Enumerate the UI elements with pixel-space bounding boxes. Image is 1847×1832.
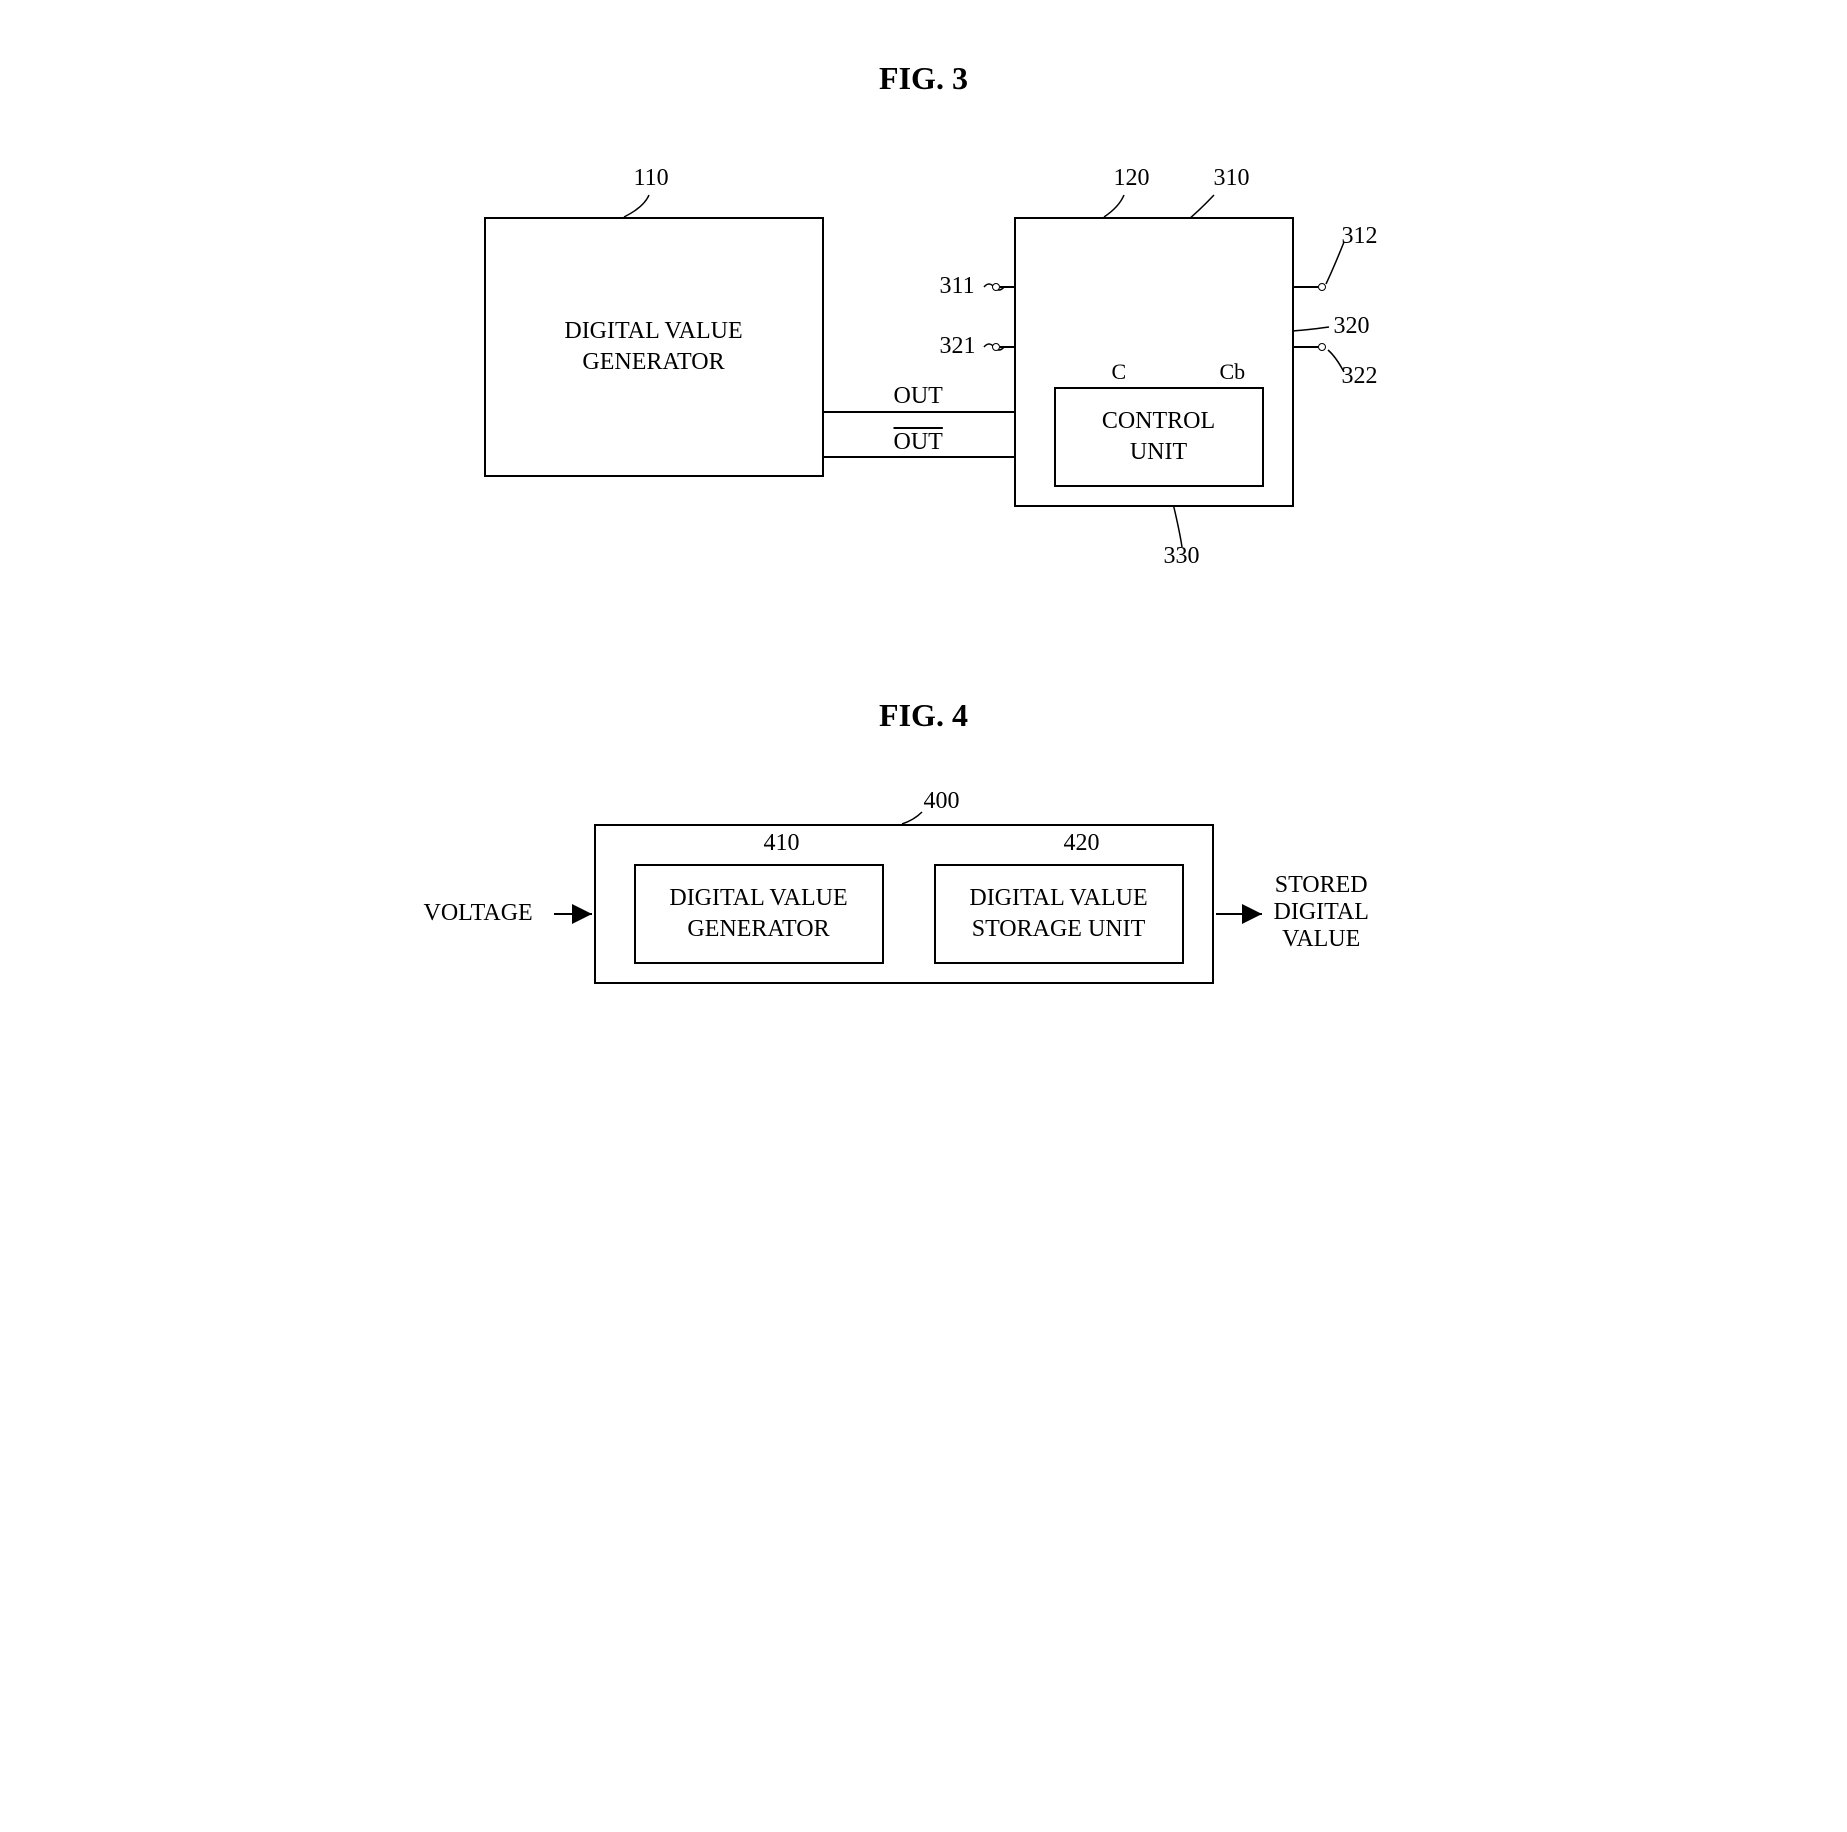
voltage-label: VOLTAGE (424, 900, 533, 927)
ref-322-label: 322 (1342, 363, 1378, 390)
ref-120-label: 120 (1114, 165, 1150, 192)
ref-110-label: 110 (634, 165, 669, 192)
fig3-diagram: DIGITAL VALUE GENERATOR 110 (424, 157, 1424, 577)
port-322-circle (1318, 343, 1326, 351)
port-312-circle (1318, 283, 1326, 291)
ref-320-label: 320 (1334, 313, 1370, 340)
digital-value-generator-410-box: DIGITAL VALUE GENERATOR (634, 864, 884, 964)
fig3-title: FIG. 3 (424, 60, 1424, 97)
port-311-circle (992, 283, 1000, 291)
digital-value-storage-unit-box: DIGITAL VALUE STORAGE UNIT (934, 864, 1184, 964)
cb-label: Cb (1220, 359, 1246, 385)
digital-value-generator-box: DIGITAL VALUE GENERATOR (484, 217, 824, 477)
stored-digital-value-label: STORED DIGITAL VALUE (1274, 872, 1369, 953)
ref-311-label: 311 (940, 273, 975, 300)
ref-400-label: 400 (924, 788, 960, 815)
fig3-container: FIG. 3 DIGITAL VALUE GENERATOR 110 (424, 60, 1424, 577)
ref-310-label: 310 (1214, 165, 1250, 192)
ref-312-label: 312 (1342, 223, 1378, 250)
ref-420-label: 420 (1064, 830, 1100, 857)
fig4-title: FIG. 4 (424, 697, 1424, 734)
c-label: C (1112, 359, 1127, 385)
fig4-diagram: DIGITAL VALUE GENERATOR DIGITAL VALUE ST… (424, 794, 1424, 1034)
outbar-label: OUT (894, 429, 943, 456)
fig4-container: FIG. 4 D (424, 697, 1424, 1034)
control-unit-box: CONTROL UNIT (1054, 387, 1264, 487)
ref-330-label: 330 (1164, 543, 1200, 570)
port-321-circle (992, 343, 1000, 351)
ref-410-label: 410 (764, 830, 800, 857)
ref-321-label: 321 (940, 333, 976, 360)
out-label: OUT (894, 383, 943, 410)
